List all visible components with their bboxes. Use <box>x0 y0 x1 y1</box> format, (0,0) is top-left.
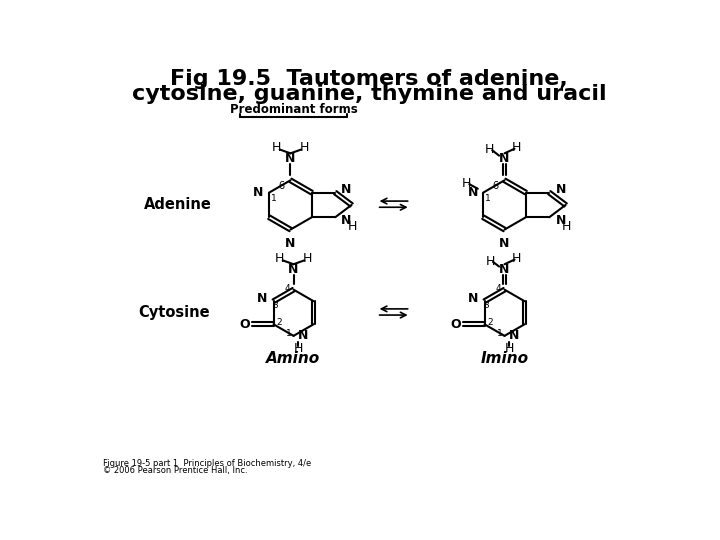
Text: 3: 3 <box>272 301 278 309</box>
Text: Adenine: Adenine <box>144 198 212 212</box>
Text: H: H <box>462 177 471 190</box>
Text: H: H <box>275 252 284 265</box>
Text: Amino: Amino <box>266 352 320 367</box>
Text: Figure 19-5 part 1  Principles of Biochemistry, 4/e: Figure 19-5 part 1 Principles of Biochem… <box>104 459 312 468</box>
Text: 6: 6 <box>278 181 284 192</box>
Text: O: O <box>450 318 461 331</box>
Text: 1: 1 <box>485 194 490 203</box>
Text: N: N <box>253 186 264 199</box>
Text: 6: 6 <box>492 181 498 192</box>
Text: N: N <box>467 186 478 199</box>
Text: 1: 1 <box>271 194 276 203</box>
Text: N: N <box>341 183 352 196</box>
Text: H: H <box>485 143 494 156</box>
Text: H: H <box>512 252 521 265</box>
Text: © 2006 Pearson Prentice Hall, Inc.: © 2006 Pearson Prentice Hall, Inc. <box>104 466 248 475</box>
Text: N: N <box>257 292 267 305</box>
Text: N: N <box>500 263 510 276</box>
Text: cytosine, guanine, thymine and uracil: cytosine, guanine, thymine and uracil <box>132 84 606 104</box>
Text: Predominant forms: Predominant forms <box>230 103 357 116</box>
Text: N: N <box>468 292 478 305</box>
Text: O: O <box>239 318 250 331</box>
Text: Fig 19.5  Tautomers of adenine,: Fig 19.5 Tautomers of adenine, <box>170 69 568 89</box>
Text: H: H <box>272 141 282 154</box>
Text: N: N <box>509 329 520 342</box>
Text: H: H <box>294 342 303 355</box>
Text: H: H <box>348 220 357 233</box>
Text: 3: 3 <box>483 301 489 309</box>
Text: N: N <box>298 329 309 342</box>
Text: N: N <box>500 152 510 165</box>
Text: N: N <box>285 152 296 165</box>
Text: N: N <box>555 214 566 227</box>
Text: H: H <box>505 342 514 355</box>
Text: N: N <box>500 237 510 250</box>
Text: 1: 1 <box>287 329 292 338</box>
Text: H: H <box>302 252 312 265</box>
Text: H: H <box>512 141 521 154</box>
Text: 4: 4 <box>285 284 290 293</box>
Text: Imino: Imino <box>480 352 528 367</box>
Text: 2: 2 <box>276 318 282 327</box>
Text: 4: 4 <box>496 284 501 293</box>
Text: N: N <box>341 214 352 227</box>
Text: 2: 2 <box>487 318 493 327</box>
Text: N: N <box>555 183 566 196</box>
Text: Cytosine: Cytosine <box>138 305 210 320</box>
Text: H: H <box>562 220 571 233</box>
Text: H: H <box>486 255 495 268</box>
Text: N: N <box>288 263 299 276</box>
Text: N: N <box>285 237 296 250</box>
Text: 1: 1 <box>498 329 503 338</box>
Text: H: H <box>300 141 309 154</box>
